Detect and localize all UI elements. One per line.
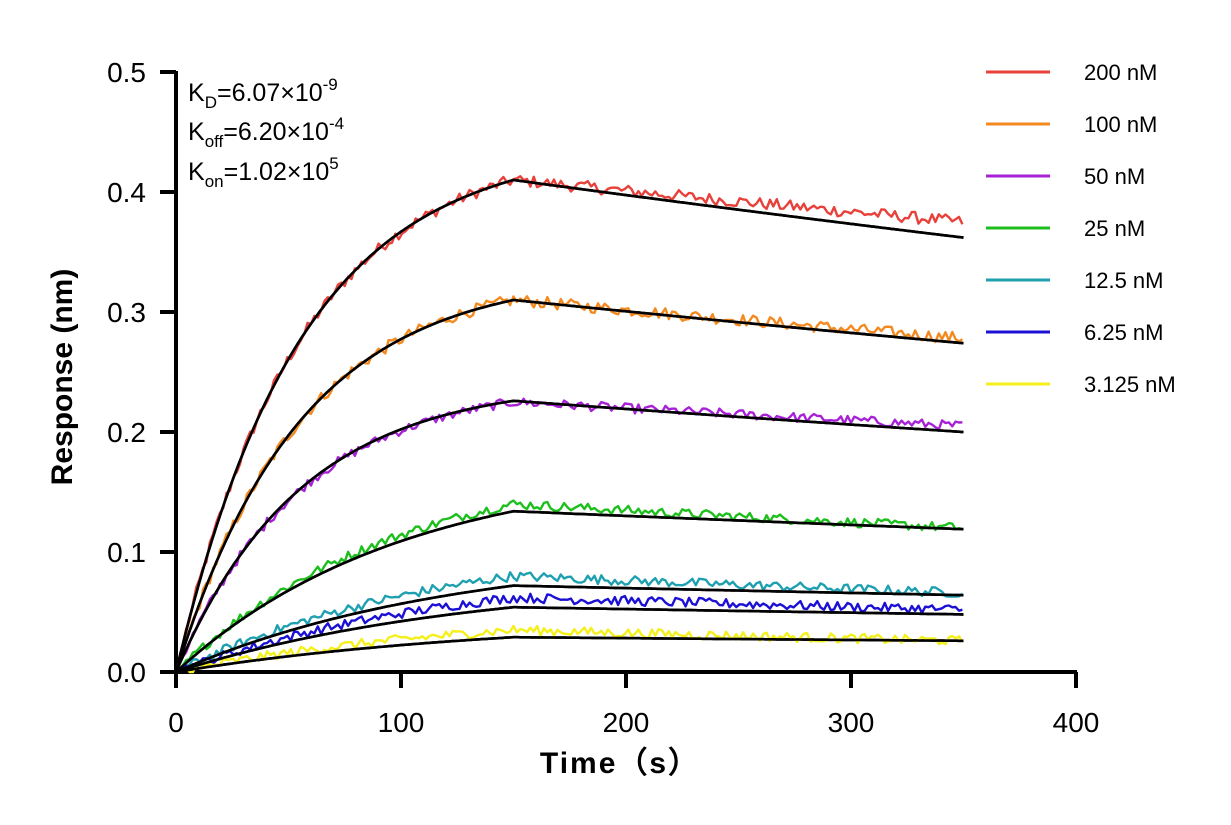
y-tick-label: 0.2 [107,417,146,448]
legend-item: 6.25 nM [986,320,1164,345]
x-tick-label: 200 [603,707,650,738]
y-tick-label: 0.1 [107,537,146,568]
legend-label: 200 nM [1084,60,1157,85]
fit-curve-1 [174,178,964,673]
kon-annotation: Kon=1.02×105 [188,154,339,191]
legend-item: 200 nM [986,60,1157,85]
legend-label: 25 nM [1084,216,1145,241]
fit-curve-5 [175,584,964,674]
series-line-6 [175,592,963,674]
series-line-7 [175,624,964,674]
y-tick-label: 0.5 [107,57,146,88]
legend: 200 nM 100 nM 50 nM 25 nM 12.5 nM 6.25 nM 3.12… [986,60,1176,397]
fit-curve-4 [175,509,964,673]
legend-label: 50 nM [1084,164,1145,189]
y-tick-label: 0.3 [107,297,146,328]
legend-label: 6.25 nM [1084,320,1164,345]
x-axis-title: Time（s） [540,746,700,780]
x-tick-label: 100 [378,707,425,738]
kinetics-annotation: KD=6.07×10-9 Koff=6.20×10-4 Kon=1.02×105 [188,75,344,191]
x-tick-label: 400 [1053,707,1100,738]
axes: 0 100 200 300 400 0.0 0.1 0.2 0.3 0.4 0.5 [107,57,1099,738]
legend-item: 25 nM [986,216,1145,241]
kd-annotation: KD=6.07×10-9 [188,75,338,112]
legend-item: 3.125 nM [986,372,1176,397]
legend-item: 12.5 nM [986,268,1164,293]
y-tick-label: 0.4 [107,177,146,208]
x-tick-label: 300 [828,707,875,738]
legend-label: 12.5 nM [1084,268,1164,293]
y-tick-label: 0.0 [107,657,146,688]
fit-curve-3 [174,399,964,673]
y-axis-title: Response (nm) [46,269,79,486]
x-tick-label: 0 [168,707,184,738]
legend-item: 100 nM [986,112,1157,137]
legend-item: 50 nM [986,164,1145,189]
series-line-5 [175,571,964,674]
fit-curve-6 [175,605,964,674]
legend-label: 100 nM [1084,112,1157,137]
fit-curve-2 [174,298,964,673]
fit-curve-7 [175,635,964,674]
legend-label: 3.125 nM [1084,372,1176,397]
koff-annotation: Koff=6.20×10-4 [188,114,344,151]
